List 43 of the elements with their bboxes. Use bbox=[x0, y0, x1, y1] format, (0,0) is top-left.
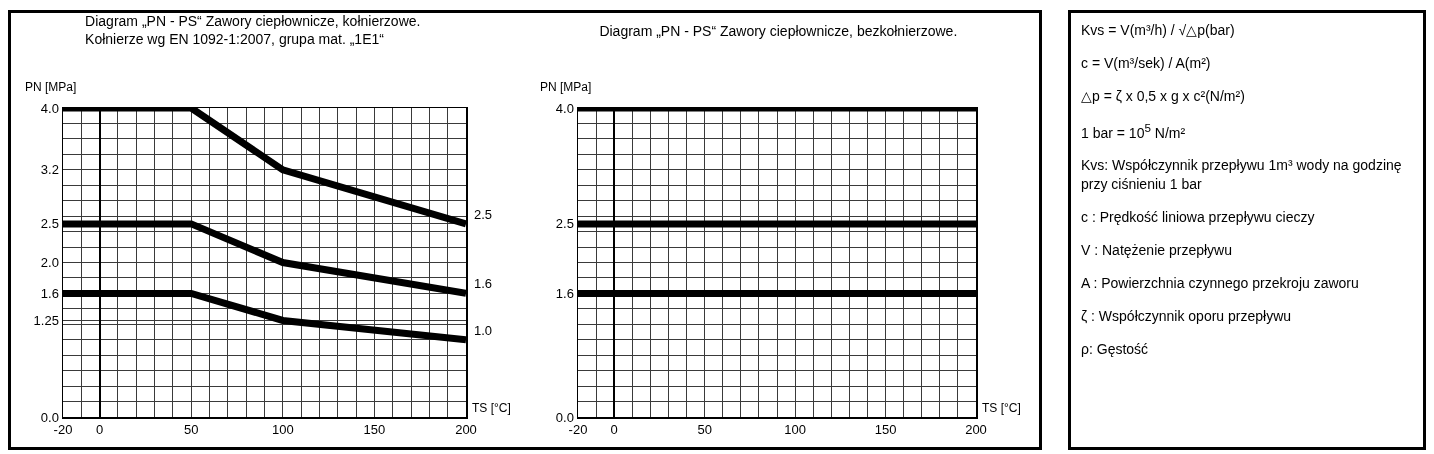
x-tick-label: -20 bbox=[568, 422, 588, 438]
x-tick-label: 100 bbox=[784, 422, 806, 438]
text: c = V(m³/sek) / A(m²) bbox=[1081, 53, 1212, 73]
y-axis-title: PN [MPa] bbox=[540, 80, 592, 94]
text: Kvs: Współczynnik przepływu 1m³ wody na godzinę przy ciśnieniu 1 bar bbox=[1081, 156, 1403, 194]
text: ρ: Gęstość bbox=[1081, 339, 1150, 359]
y-tick-label: 3.2 bbox=[40, 162, 59, 178]
data-label: 1.0 bbox=[474, 323, 493, 338]
text: A : Powierzchnia czynnego przekroju zaworu bbox=[1081, 273, 1360, 293]
y-tick-label: 1.6 bbox=[40, 285, 59, 301]
data-label: 2.5 bbox=[474, 207, 493, 222]
x-tick-label: 150 bbox=[363, 422, 386, 438]
y-tick-label: 1.25 bbox=[33, 312, 59, 328]
y-tick-label: 0.0 bbox=[40, 409, 59, 425]
y-axis-title: PN [MPa] bbox=[25, 80, 77, 94]
text: V : Natężenie przepływu bbox=[1081, 240, 1233, 260]
text: △p = ζ x 0,5 x g x c²(N/m²) bbox=[1081, 86, 1246, 106]
x-axis-title: TS [°C] bbox=[982, 401, 1021, 415]
data-label: 1.6 bbox=[474, 276, 493, 291]
chart-title: Diagram „PN - PS“ Zawory ciepłownicze, bezkołnierzowe. bbox=[599, 22, 958, 39]
x-tick-label: 200 bbox=[455, 422, 477, 438]
text: Kvs = V(m³/h) / √△p(bar) bbox=[1081, 21, 1236, 40]
x-tick-label: 200 bbox=[965, 422, 987, 438]
y-tick-label: 1.6 bbox=[555, 285, 574, 301]
x-tick-label: 50 bbox=[184, 422, 199, 438]
y-tick-label: 2.5 bbox=[40, 216, 59, 232]
x-tick-label: 0 bbox=[96, 422, 104, 438]
y-tick-label: 2.0 bbox=[40, 255, 59, 271]
chart-title: Diagram „PN - PS“ Zawory ciepłownicze, kołnierzowe. bbox=[85, 13, 421, 30]
y-tick-label: 2.5 bbox=[555, 216, 574, 232]
text: ζ : Współczynnik oporu przepływu bbox=[1081, 306, 1293, 326]
y-tick-label: 4.0 bbox=[40, 100, 59, 116]
x-axis-title: TS [°C] bbox=[472, 401, 511, 415]
text: 1 bar = 10$^{5}$ N/m² bbox=[1081, 119, 1187, 143]
x-tick-label: 150 bbox=[874, 422, 897, 438]
x-tick-label: 0 bbox=[610, 422, 618, 438]
x-tick-label: -20 bbox=[53, 422, 73, 438]
x-tick-label: 50 bbox=[697, 422, 712, 438]
chart-subtitle: Kołnierze wg EN 1092-1:2007, grupa mat. „1E1“ bbox=[85, 31, 385, 48]
y-tick-label: 4.0 bbox=[555, 100, 574, 116]
y-tick-label: 0.0 bbox=[555, 409, 574, 425]
x-tick-label: 100 bbox=[271, 422, 294, 438]
text: c : Prędkość liniowa przepływu cieczy bbox=[1081, 208, 1316, 227]
